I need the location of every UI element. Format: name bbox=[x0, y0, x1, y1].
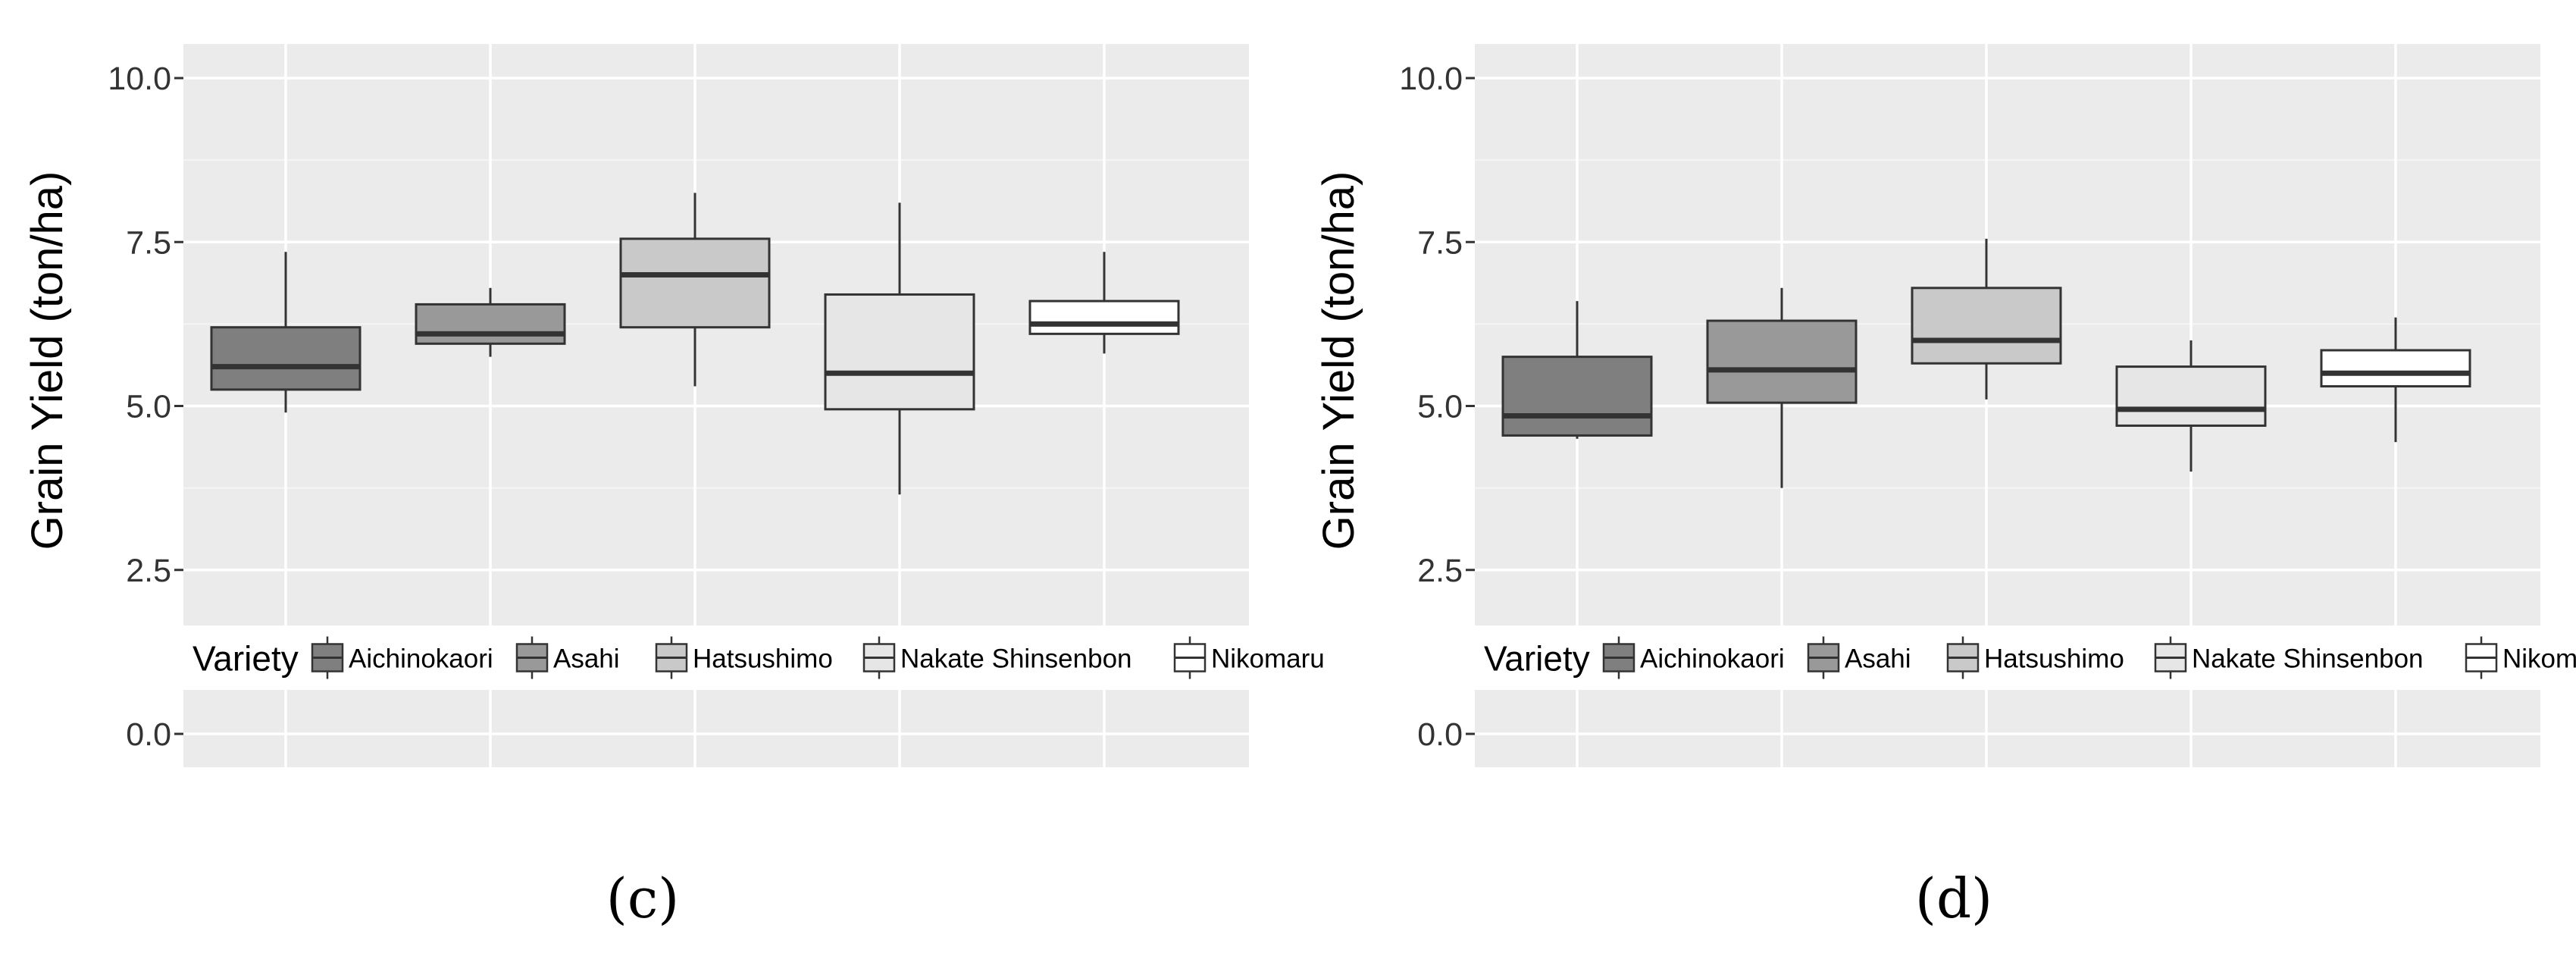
box-body bbox=[415, 303, 566, 345]
legend-label: Hatsushimo bbox=[1984, 644, 2124, 674]
legend-label: Aichinokaori bbox=[349, 644, 493, 674]
legend-label: Asahi bbox=[553, 644, 620, 674]
box-body bbox=[1706, 319, 1858, 404]
box-body bbox=[1501, 356, 1653, 437]
legend-key-nakate-shinsenbon bbox=[862, 636, 896, 679]
legend-key-aichinokaori bbox=[311, 636, 344, 679]
y-tick-label: 0.0 bbox=[126, 716, 171, 753]
legend-key-hatsushimo bbox=[1946, 636, 1980, 679]
box-nakate-shinsenbon bbox=[2115, 340, 2267, 472]
box-body bbox=[619, 237, 771, 329]
box-body bbox=[2320, 349, 2471, 388]
legend: Variety Aichinokaori Asahi Hatsushimo Nakate… bbox=[1475, 625, 2576, 690]
legend-background bbox=[183, 625, 1249, 690]
y-tick-label: 10.0 bbox=[1399, 61, 1463, 97]
legend-key-nikomaru bbox=[2465, 636, 2498, 679]
legend-key-hatsushimo bbox=[655, 636, 688, 679]
box-asahi bbox=[1706, 287, 1858, 488]
legend-key-asahi bbox=[515, 636, 549, 679]
y-axis-title: Grain Yield (ton/ha) bbox=[23, 171, 72, 550]
box-body bbox=[210, 326, 362, 391]
box-body bbox=[2115, 365, 2267, 427]
box-nikomaru bbox=[2320, 317, 2471, 443]
chart-panel-d: 0.0 2.5 5.0 7.5 10.0 Grain Yield (ton/ha) Vari… bbox=[1314, 44, 2576, 930]
legend-label: Nakate Shinsenbon bbox=[2192, 644, 2424, 674]
box-body bbox=[824, 293, 975, 411]
legend-title: Variety bbox=[192, 639, 299, 679]
y-tick-label: 5.0 bbox=[126, 389, 171, 425]
legend-key-asahi bbox=[1807, 636, 1840, 679]
box-asahi bbox=[415, 287, 566, 357]
legend-label: Nakate Shinsenbon bbox=[900, 644, 1132, 674]
panel-caption: (d) bbox=[1915, 867, 1992, 930]
box-nakate-shinsenbon bbox=[824, 202, 975, 495]
legend: Variety Aichinokaori Asahi Hatsushimo Nakate… bbox=[183, 625, 1325, 690]
legend-background bbox=[1475, 625, 2540, 690]
legend-label: Nikomaru bbox=[2502, 644, 2576, 674]
y-tick-label: 5.0 bbox=[1417, 389, 1463, 425]
legend-title: Variety bbox=[1484, 639, 1590, 679]
y-tick-label: 7.5 bbox=[1417, 224, 1463, 261]
y-tick-label: 2.5 bbox=[1417, 553, 1463, 589]
chart-panel-c: 0.0 2.5 5.0 7.5 10.0 Grain Yield (ton/ha) Vari… bbox=[23, 44, 1325, 930]
legend-key-aichinokaori bbox=[1602, 636, 1635, 679]
panel-caption: (c) bbox=[606, 867, 680, 930]
legend-key-nikomaru bbox=[1173, 636, 1207, 679]
box-aichinokaori bbox=[1501, 301, 1653, 439]
legend-label: Hatsushimo bbox=[693, 644, 833, 674]
y-tick-label: 7.5 bbox=[126, 224, 171, 261]
legend-label: Aichinokaori bbox=[1640, 644, 1785, 674]
y-tick-label: 2.5 bbox=[126, 553, 171, 589]
box-nikomaru bbox=[1028, 252, 1180, 354]
legend-label: Nikomaru bbox=[1211, 644, 1325, 674]
box-body bbox=[1028, 299, 1180, 335]
legend-key-nakate-shinsenbon bbox=[2154, 636, 2187, 679]
legend-label: Asahi bbox=[1845, 644, 1911, 674]
box-body bbox=[1911, 287, 2062, 365]
y-tick-label: 0.0 bbox=[1417, 716, 1463, 753]
y-tick-label: 10.0 bbox=[108, 61, 171, 97]
box-aichinokaori bbox=[210, 252, 362, 413]
y-axis-title: Grain Yield (ton/ha) bbox=[1314, 171, 1363, 550]
box-hatsushimo bbox=[619, 193, 771, 387]
box-hatsushimo bbox=[1911, 238, 2062, 400]
